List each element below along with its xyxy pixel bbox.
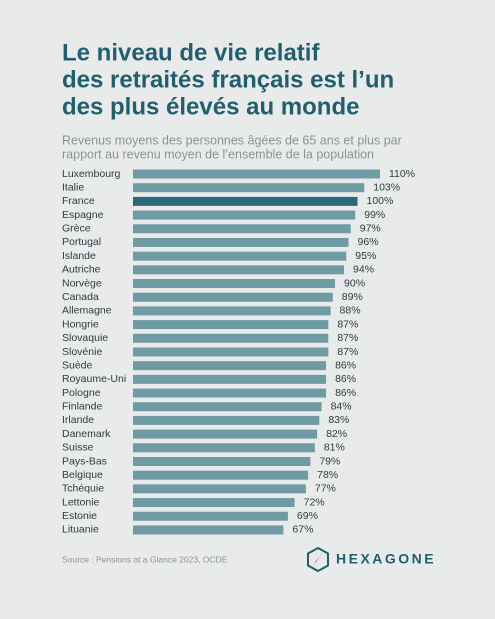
category-label: Italie — [62, 181, 84, 193]
category-label: Allemagne — [62, 305, 112, 317]
bar — [133, 484, 306, 494]
value-label: 81% — [324, 442, 345, 454]
bar — [133, 347, 329, 357]
bar — [133, 388, 327, 398]
chart-title: des retraités français est l’un — [62, 66, 394, 93]
value-label: 87% — [337, 332, 358, 344]
bar — [133, 183, 365, 193]
category-label: Grèce — [62, 223, 91, 235]
chart-title: Le niveau de vie relatif — [62, 39, 320, 66]
subtitle: rapport au revenu moyen de l’ensemble de… — [62, 147, 374, 161]
chart-title: des plus élevés au monde — [62, 93, 359, 120]
category-label: Slovaquie — [62, 332, 108, 344]
bar — [133, 470, 309, 480]
value-label: 67% — [292, 524, 313, 536]
bar — [133, 265, 345, 275]
bar — [133, 415, 320, 425]
value-label: 82% — [326, 428, 347, 440]
bar — [133, 525, 284, 535]
category-label: Islande — [62, 250, 96, 262]
bar — [133, 374, 327, 384]
bar — [133, 292, 333, 302]
category-label: Royaume-Uni — [62, 373, 126, 385]
value-label: 87% — [337, 346, 358, 358]
bar — [133, 210, 356, 220]
logo-icon — [307, 546, 329, 573]
category-label: Autriche — [62, 264, 101, 276]
bar — [133, 279, 336, 289]
category-label: Luxembourg — [62, 168, 121, 180]
bar — [133, 498, 295, 508]
category-label: Finlande — [62, 401, 102, 413]
category-label: Suisse — [62, 442, 94, 454]
value-label: 95% — [355, 250, 376, 262]
category-label: Portugal — [62, 236, 101, 248]
category-label: Tchéquie — [62, 483, 104, 495]
source: Source : Pensions at a Glance 2023, OCDE — [62, 554, 228, 564]
bar — [133, 361, 327, 371]
category-label: Pologne — [62, 387, 101, 399]
bar — [133, 429, 318, 439]
category-label: Irlande — [62, 414, 94, 426]
category-label: Espagne — [62, 209, 104, 221]
bar — [133, 402, 322, 412]
bar — [133, 169, 380, 179]
value-label: 94% — [353, 264, 374, 276]
value-label: 87% — [337, 318, 358, 330]
category-label: Suède — [62, 359, 93, 371]
bar — [133, 196, 358, 206]
bar — [133, 511, 288, 521]
category-label: Hongrie — [62, 318, 99, 330]
value-label: 86% — [335, 373, 356, 385]
category-label: France — [62, 195, 95, 207]
value-label: 84% — [331, 401, 352, 413]
category-label: Slovénie — [62, 346, 102, 358]
value-label: 110% — [389, 168, 415, 180]
value-label: 79% — [319, 455, 340, 467]
value-label: 69% — [297, 510, 318, 522]
category-label: Pays-Bas — [62, 455, 107, 467]
category-label: Norvège — [62, 277, 102, 289]
bar — [133, 306, 331, 316]
value-label: 78% — [317, 469, 338, 481]
bar — [133, 320, 329, 330]
value-label: 86% — [335, 387, 356, 399]
category-label: Lettonie — [62, 496, 100, 508]
value-label: 89% — [342, 291, 363, 303]
bar — [133, 251, 347, 261]
value-label: 90% — [344, 277, 365, 289]
value-label: 88% — [340, 305, 361, 317]
value-label: 86% — [335, 359, 356, 371]
bar — [133, 456, 311, 466]
bar — [133, 333, 329, 343]
bar — [133, 443, 315, 453]
bar — [133, 237, 349, 247]
value-label: 103% — [373, 181, 400, 193]
subtitle: Revenus moyens des personnes âgées de 65… — [62, 133, 402, 147]
category-label: Belgique — [62, 469, 103, 481]
value-label: 96% — [358, 236, 379, 248]
bar — [133, 224, 351, 234]
value-label: 100% — [367, 195, 394, 207]
value-label: 83% — [328, 414, 349, 426]
logo-text: HEXAGONE — [336, 551, 436, 567]
value-label: 72% — [304, 496, 325, 508]
category-label: Danemark — [62, 428, 111, 440]
value-label: 97% — [360, 223, 381, 235]
category-label: Lituanie — [62, 524, 99, 536]
value-label: 99% — [364, 209, 385, 221]
value-label: 77% — [315, 483, 336, 495]
category-label: Estonie — [62, 510, 97, 522]
category-label: Canada — [62, 291, 99, 303]
